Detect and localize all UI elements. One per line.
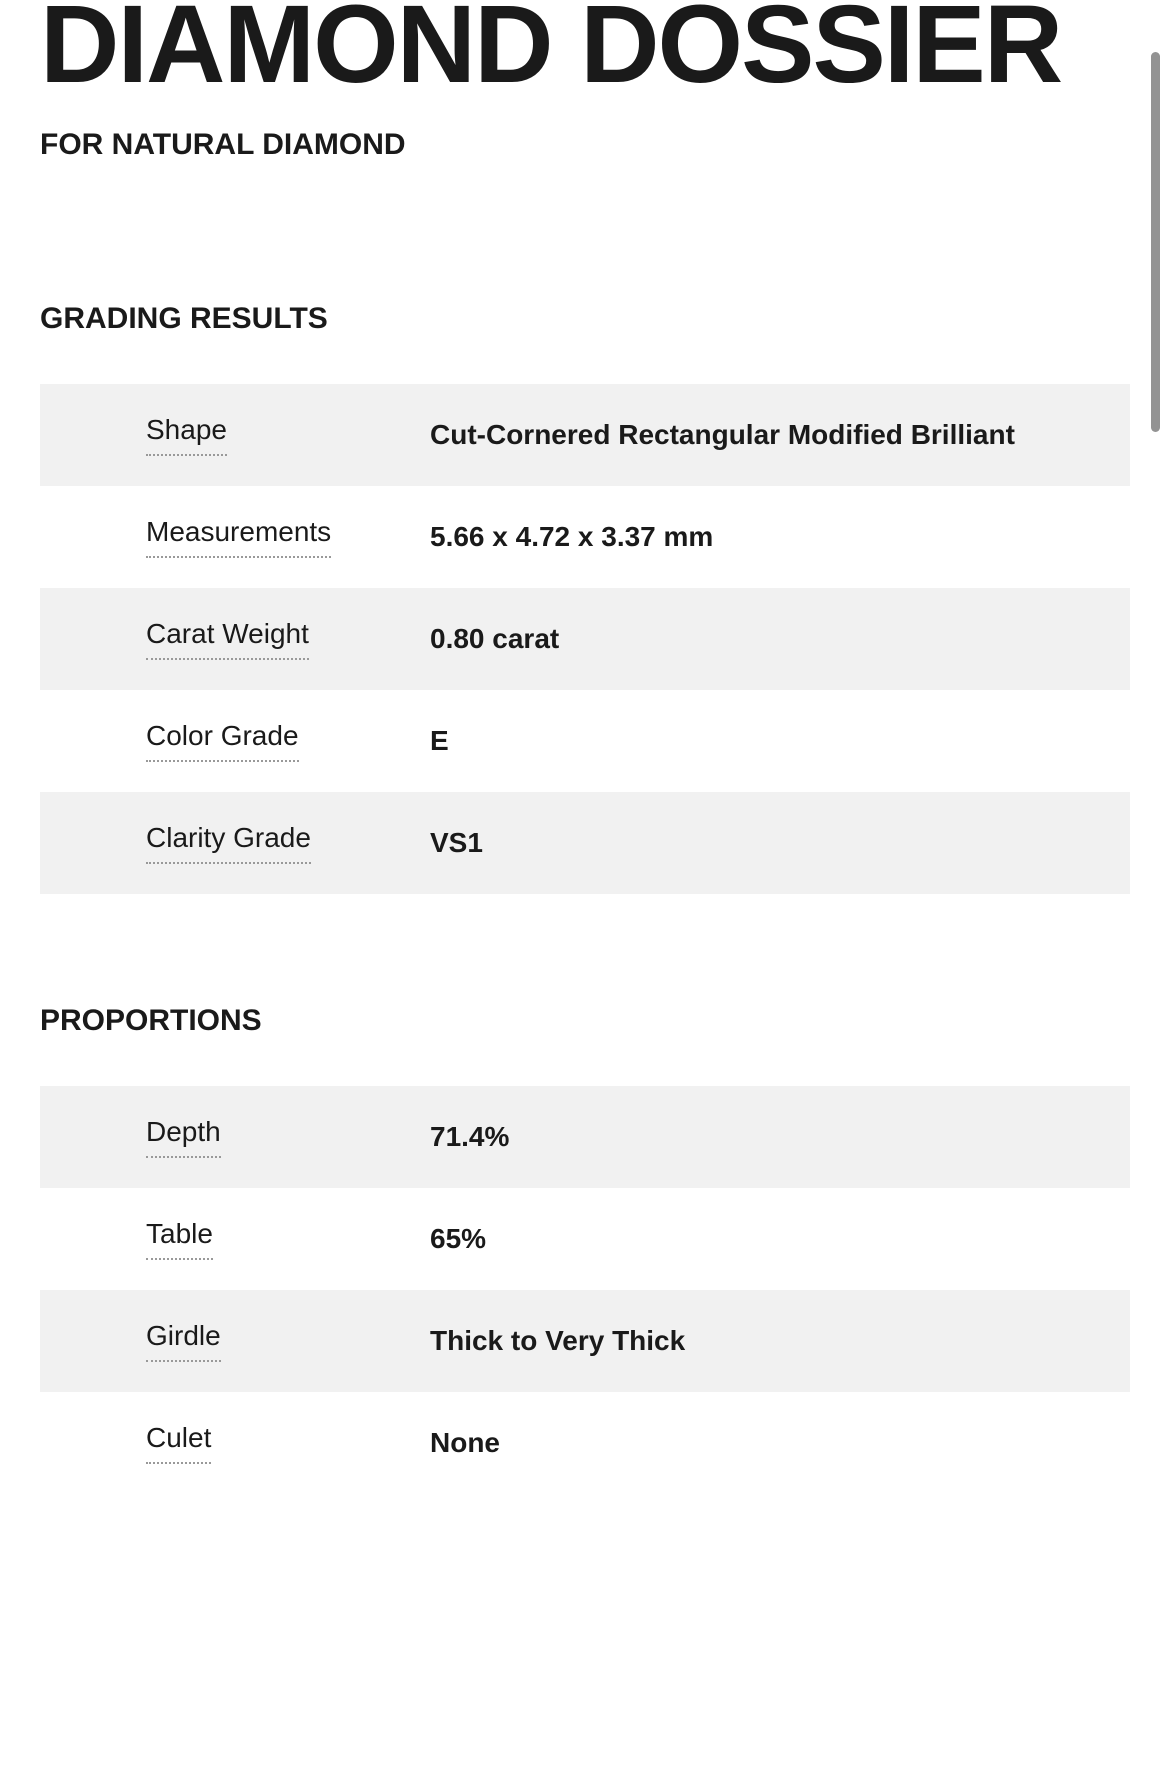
row-value-cell: 5.66 x 4.72 x 3.37 mm [430, 516, 1130, 558]
grading-table: Shape Cut-Cornered Rectangular Modified … [40, 384, 1130, 894]
row-value: Cut-Cornered Rectangular Modified Brilli… [430, 419, 1015, 450]
row-label: Culet [146, 1422, 211, 1464]
row-label: Girdle [146, 1320, 221, 1362]
row-label: Depth [146, 1116, 221, 1158]
row-value-cell: Thick to Very Thick [430, 1320, 1130, 1362]
section-proportions: PROPORTIONS Depth 71.4% Table 65% [40, 1004, 1130, 1494]
row-label: Carat Weight [146, 618, 309, 660]
row-label: Measurements [146, 516, 331, 558]
table-row: Measurements 5.66 x 4.72 x 3.37 mm [40, 486, 1130, 588]
table-row: Carat Weight 0.80 carat [40, 588, 1130, 690]
table-row: Culet None [40, 1392, 1130, 1494]
row-value: Thick to Very Thick [430, 1325, 685, 1356]
scrollbar-thumb[interactable] [1151, 52, 1160, 432]
row-label-cell: Carat Weight [40, 618, 430, 660]
row-value: None [430, 1427, 500, 1458]
row-value: 71.4% [430, 1121, 509, 1152]
row-value: E [430, 725, 449, 756]
row-value-cell: VS1 [430, 822, 1130, 864]
row-value-cell: 71.4% [430, 1116, 1130, 1158]
row-label-cell: Culet [40, 1422, 430, 1464]
page-title: DIAMOND DOSSIER [40, 0, 1130, 100]
row-value: VS1 [430, 827, 483, 858]
row-value-cell: Cut-Cornered Rectangular Modified Brilli… [430, 414, 1130, 456]
row-label: Table [146, 1218, 213, 1260]
report-container: DIAMOND DOSSIER FOR NATURAL DIAMOND GRAD… [0, 0, 1170, 1494]
row-value: 5.66 x 4.72 x 3.37 mm [430, 521, 713, 552]
row-value: 65% [430, 1223, 486, 1254]
row-label: Shape [146, 414, 227, 456]
section-grading-results: GRADING RESULTS Shape Cut-Cornered Recta… [40, 302, 1130, 894]
row-label-cell: Measurements [40, 516, 430, 558]
page-subtitle: FOR NATURAL DIAMOND [40, 128, 1130, 162]
row-label-cell: Color Grade [40, 720, 430, 762]
row-label: Color Grade [146, 720, 299, 762]
row-value-cell: None [430, 1422, 1130, 1464]
table-row: Table 65% [40, 1188, 1130, 1290]
section-title-proportions: PROPORTIONS [40, 1004, 1130, 1038]
table-row: Clarity Grade VS1 [40, 792, 1130, 894]
table-row: Girdle Thick to Very Thick [40, 1290, 1130, 1392]
proportions-table: Depth 71.4% Table 65% Girdle T [40, 1086, 1130, 1494]
row-value-cell: 65% [430, 1218, 1130, 1260]
table-row: Shape Cut-Cornered Rectangular Modified … [40, 384, 1130, 486]
table-row: Color Grade E [40, 690, 1130, 792]
row-label-cell: Girdle [40, 1320, 430, 1362]
row-label-cell: Clarity Grade [40, 822, 430, 864]
section-title-grading: GRADING RESULTS [40, 302, 1130, 336]
row-label-cell: Depth [40, 1116, 430, 1158]
table-row: Depth 71.4% [40, 1086, 1130, 1188]
row-value-cell: E [430, 720, 1130, 762]
row-label-cell: Shape [40, 414, 430, 456]
row-value: 0.80 carat [430, 623, 559, 654]
row-value-cell: 0.80 carat [430, 618, 1130, 660]
row-label: Clarity Grade [146, 822, 311, 864]
row-label-cell: Table [40, 1218, 430, 1260]
